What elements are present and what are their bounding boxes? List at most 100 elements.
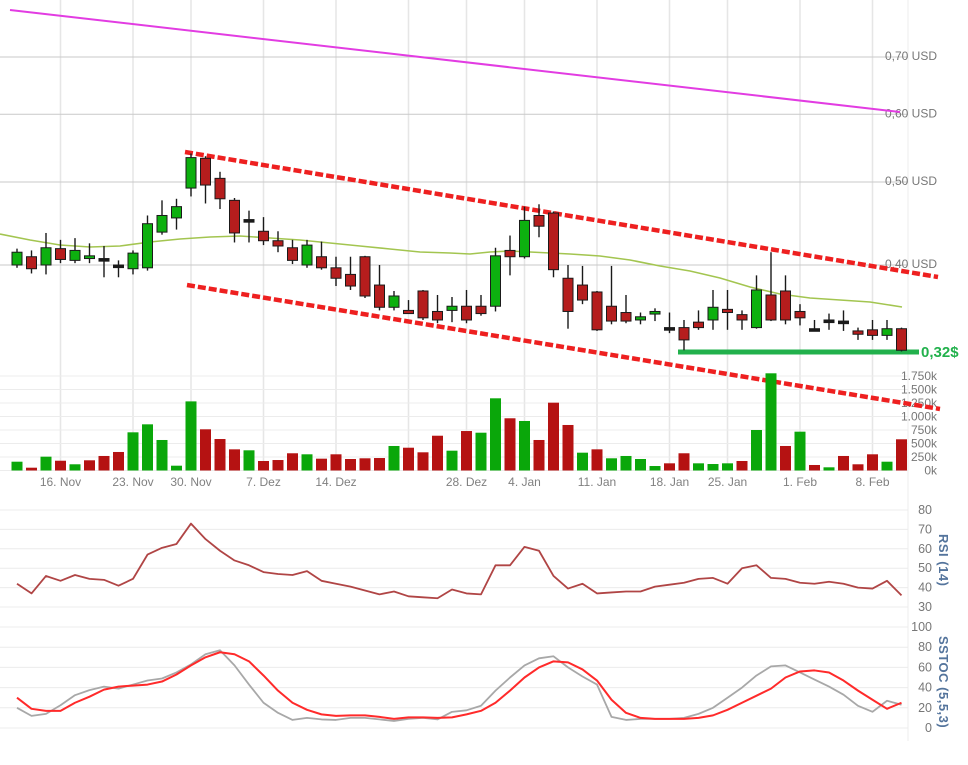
candle-body [649, 310, 661, 315]
channel-upper-line [184, 149, 939, 280]
volume-bar [823, 467, 835, 471]
volume-bar [403, 447, 414, 471]
volume-bar [374, 458, 385, 471]
volume-bar [26, 467, 37, 471]
candle-body [823, 319, 835, 324]
candle-body [156, 214, 168, 233]
rsi-axis-label: 80 [918, 503, 932, 517]
grid-rsi: 80 70 60 50 40 30 [0, 503, 932, 614]
candle-body [69, 249, 81, 261]
volume-bar [156, 439, 168, 471]
candle-body [432, 310, 443, 321]
date-label: 8. Feb [855, 475, 889, 489]
volume-bar [606, 458, 617, 471]
volume-axis-label: 0k [924, 464, 938, 478]
rsi-axis-label: 60 [918, 542, 932, 556]
candle-body [504, 249, 516, 258]
candle-body [693, 321, 704, 329]
candle-body [765, 294, 777, 321]
date-label: 25. Jan [708, 475, 747, 489]
candle-body [852, 330, 864, 335]
grid-vertical-weeks [59, 0, 909, 741]
moving-average-line [0, 233, 903, 308]
candle-body [26, 256, 37, 270]
candle-body [142, 223, 153, 269]
date-label: 1. Feb [783, 475, 817, 489]
channel-lower-line [186, 282, 941, 412]
volume-bar [533, 439, 545, 471]
date-label: 11. Jan [578, 475, 616, 489]
volume-bar [896, 439, 907, 471]
candle-body [620, 312, 632, 322]
stochastic-panel-label: SSTOC (5,5,3) [936, 636, 951, 729]
candle-body [258, 230, 269, 242]
volume-bar [171, 465, 182, 471]
volume-bar [69, 464, 81, 471]
candle-body [113, 264, 124, 269]
candle-body [881, 328, 893, 336]
candle-body [84, 255, 95, 260]
candle-body [301, 244, 313, 266]
volume-bar [40, 456, 52, 471]
volume-bar [432, 435, 443, 471]
volume-bar [84, 460, 95, 471]
volume-bar [243, 450, 255, 471]
volume-bar [751, 430, 762, 471]
volume-bar [881, 461, 893, 471]
candle-body [229, 199, 240, 234]
volume-bar [794, 431, 806, 471]
candle-body [243, 219, 255, 223]
volume-bar [765, 373, 777, 471]
rsi-axis-label: 40 [918, 581, 932, 595]
candle-body [359, 256, 371, 297]
candle-body [171, 206, 182, 219]
volume-bar [301, 454, 313, 471]
volume-bar [446, 450, 458, 471]
candle-body [562, 277, 574, 312]
candle-body [272, 240, 284, 247]
date-label: 23. Nov [112, 475, 153, 489]
volume-bar [127, 432, 139, 471]
rsi-panel-label: RSI (14) [936, 534, 951, 587]
stochastic-axis-label: 60 [918, 660, 932, 674]
volume-axis-label: 500k [911, 437, 938, 451]
candle-body [780, 290, 791, 321]
volume-axis-label: 250k [911, 450, 938, 464]
volume-bar [838, 455, 849, 471]
date-label: 7. Dez [246, 475, 281, 489]
volume-bar [635, 458, 646, 471]
volume-bar [330, 454, 342, 471]
volume-bar [722, 463, 733, 471]
volume-bar [287, 453, 298, 471]
support-price-label: 0,32$ [921, 344, 959, 361]
volume-bar [359, 458, 371, 471]
volume-axis-label: 750k [911, 423, 938, 437]
price-axis-label: 0,50 USD [885, 174, 937, 188]
date-label: 30. Nov [170, 475, 211, 489]
rsi-axis-label: 50 [918, 561, 932, 575]
volume-bar [229, 449, 240, 471]
date-label: 4. Jan [508, 475, 541, 489]
candle-body [809, 328, 820, 332]
candle-body [127, 252, 139, 270]
grid-price: 0,70 USD 0,60 USD 0,50 USD 0,40 USD [0, 49, 937, 271]
stochastic-axis-label: 100 [911, 620, 932, 634]
volume-bar [664, 463, 675, 471]
volume-bar [693, 463, 704, 471]
volume-bar [11, 461, 23, 471]
candle-body [214, 177, 226, 200]
rsi-line [16, 522, 903, 600]
volume-bar [736, 460, 748, 471]
grid-stochastic: 100 80 60 40 20 0 [0, 620, 932, 735]
volume-bar [258, 460, 269, 471]
overlays [0, 9, 941, 412]
stochastic-axis-label: 80 [918, 640, 932, 654]
volume-bar [475, 432, 487, 471]
candle-body [707, 306, 719, 321]
candle-body [200, 157, 211, 186]
volume-bar [519, 420, 530, 471]
volume-bar [620, 455, 632, 471]
volume-bar [345, 458, 356, 471]
volume-bar [577, 452, 588, 471]
